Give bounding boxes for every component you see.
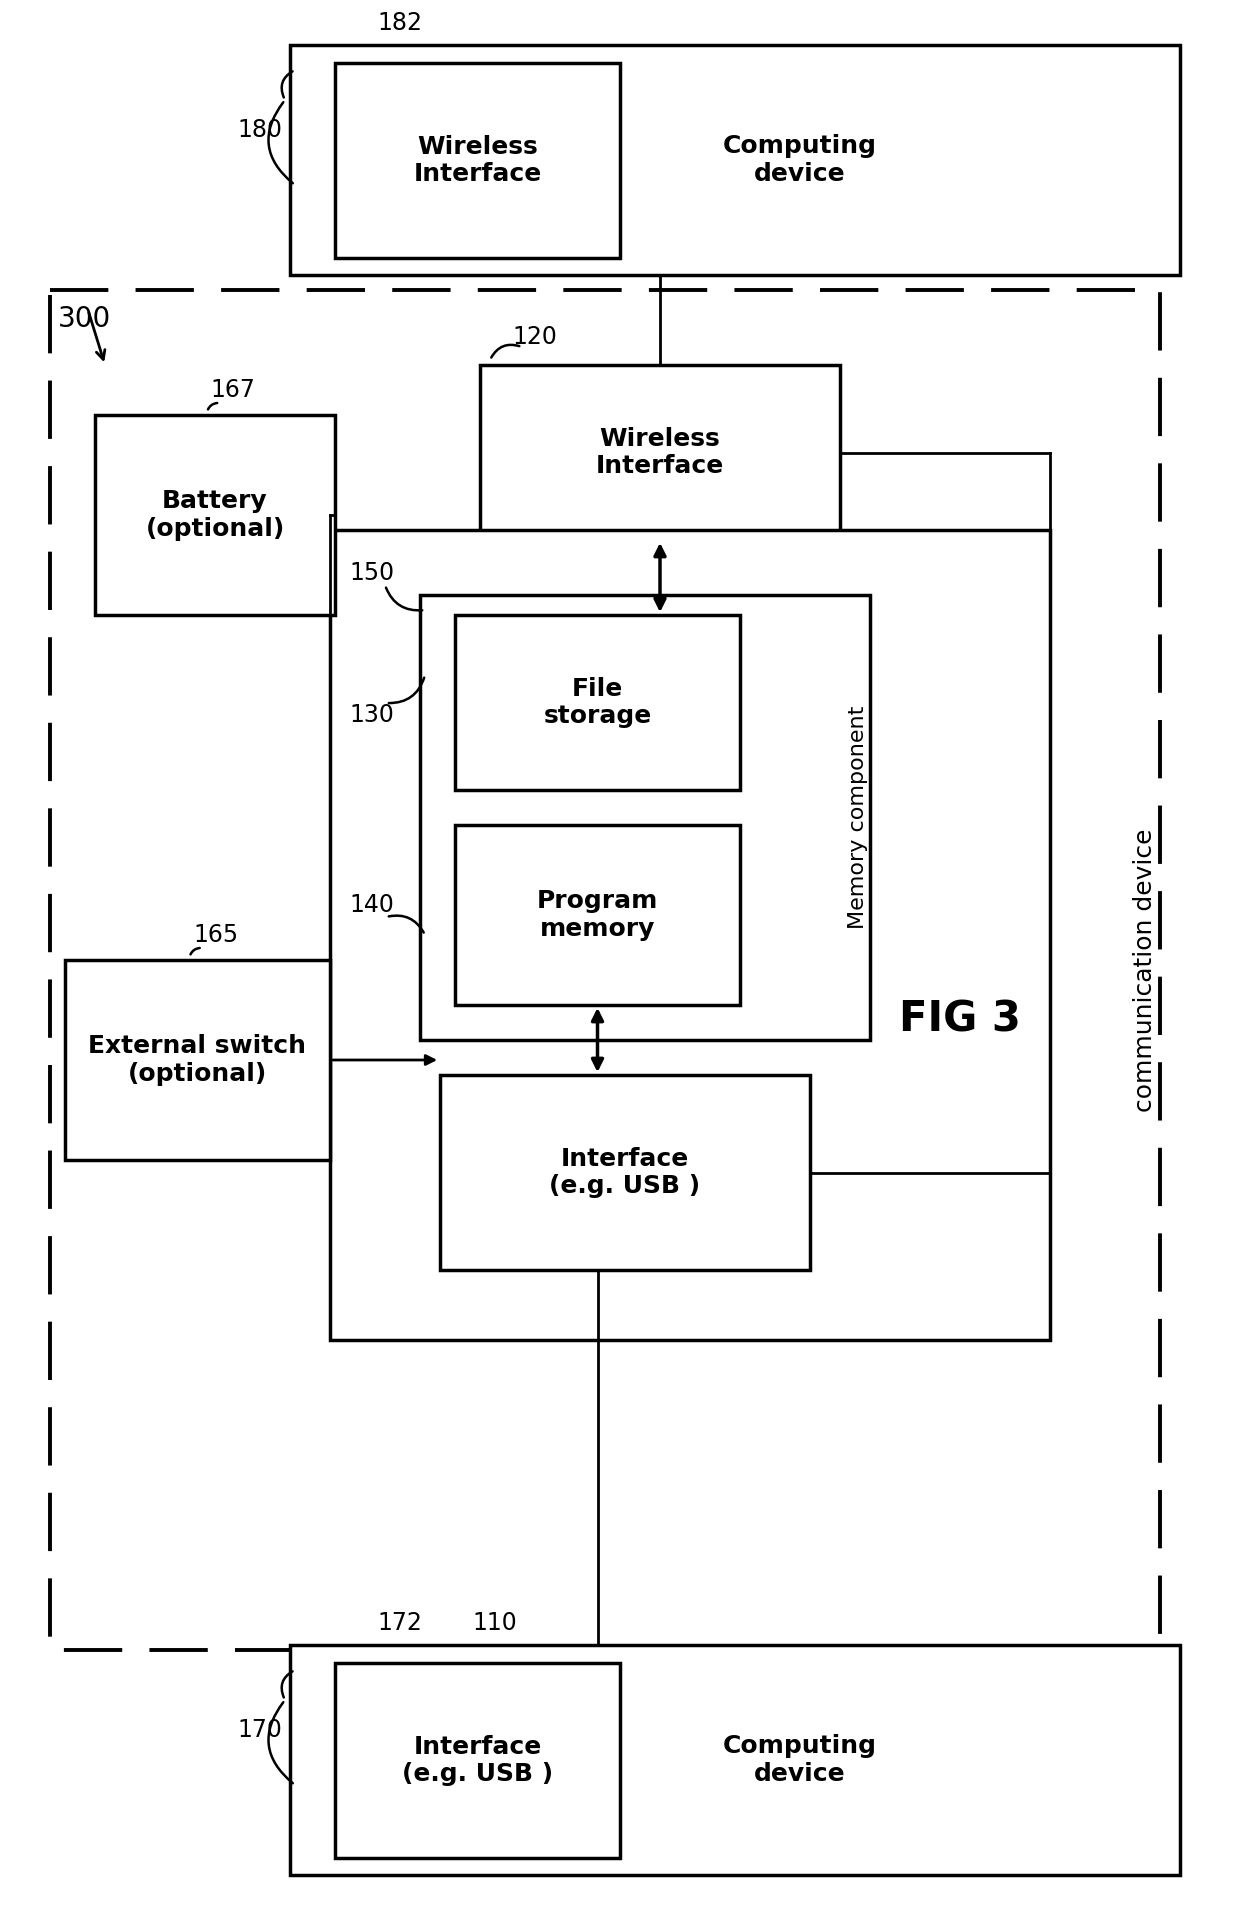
Text: Battery
(optional): Battery (optional) <box>145 489 285 540</box>
Bar <box>480 366 839 540</box>
Bar <box>455 826 740 1006</box>
Text: 130: 130 <box>350 703 394 726</box>
Text: communication device: communication device <box>1133 828 1157 1111</box>
Bar <box>420 596 870 1040</box>
Text: 110: 110 <box>472 1611 517 1634</box>
Text: Program
memory: Program memory <box>537 889 658 941</box>
Text: 182: 182 <box>377 11 423 34</box>
Text: 300: 300 <box>58 305 112 333</box>
Text: Interface
(e.g. USB ): Interface (e.g. USB ) <box>402 1734 553 1786</box>
Text: Memory component: Memory component <box>848 705 868 929</box>
Bar <box>290 44 1180 276</box>
Text: 140: 140 <box>350 893 394 918</box>
Bar <box>335 63 620 259</box>
Bar <box>455 615 740 789</box>
Bar <box>290 1646 1180 1876</box>
Text: Wireless
Interface: Wireless Interface <box>596 427 724 479</box>
Text: FIG 3: FIG 3 <box>899 998 1021 1040</box>
Text: Computing
device: Computing device <box>723 1734 877 1786</box>
Bar <box>335 1663 620 1859</box>
Bar <box>330 531 1050 1339</box>
Text: 150: 150 <box>350 561 394 584</box>
Text: 120: 120 <box>512 326 558 349</box>
Text: Interface
(e.g. USB ): Interface (e.g. USB ) <box>549 1146 701 1198</box>
Bar <box>64 960 330 1159</box>
Text: Wireless
Interface: Wireless Interface <box>413 134 542 186</box>
Bar <box>50 289 1159 1650</box>
Text: Computing
device: Computing device <box>723 134 877 186</box>
Text: 180: 180 <box>237 119 281 142</box>
Text: External switch
(optional): External switch (optional) <box>88 1035 306 1086</box>
Text: File
storage: File storage <box>543 676 652 728</box>
Text: 170: 170 <box>237 1719 281 1742</box>
Text: 165: 165 <box>193 924 238 947</box>
Bar <box>95 416 335 615</box>
Text: 167: 167 <box>211 377 255 402</box>
Text: 172: 172 <box>377 1611 423 1634</box>
Bar <box>440 1075 810 1270</box>
